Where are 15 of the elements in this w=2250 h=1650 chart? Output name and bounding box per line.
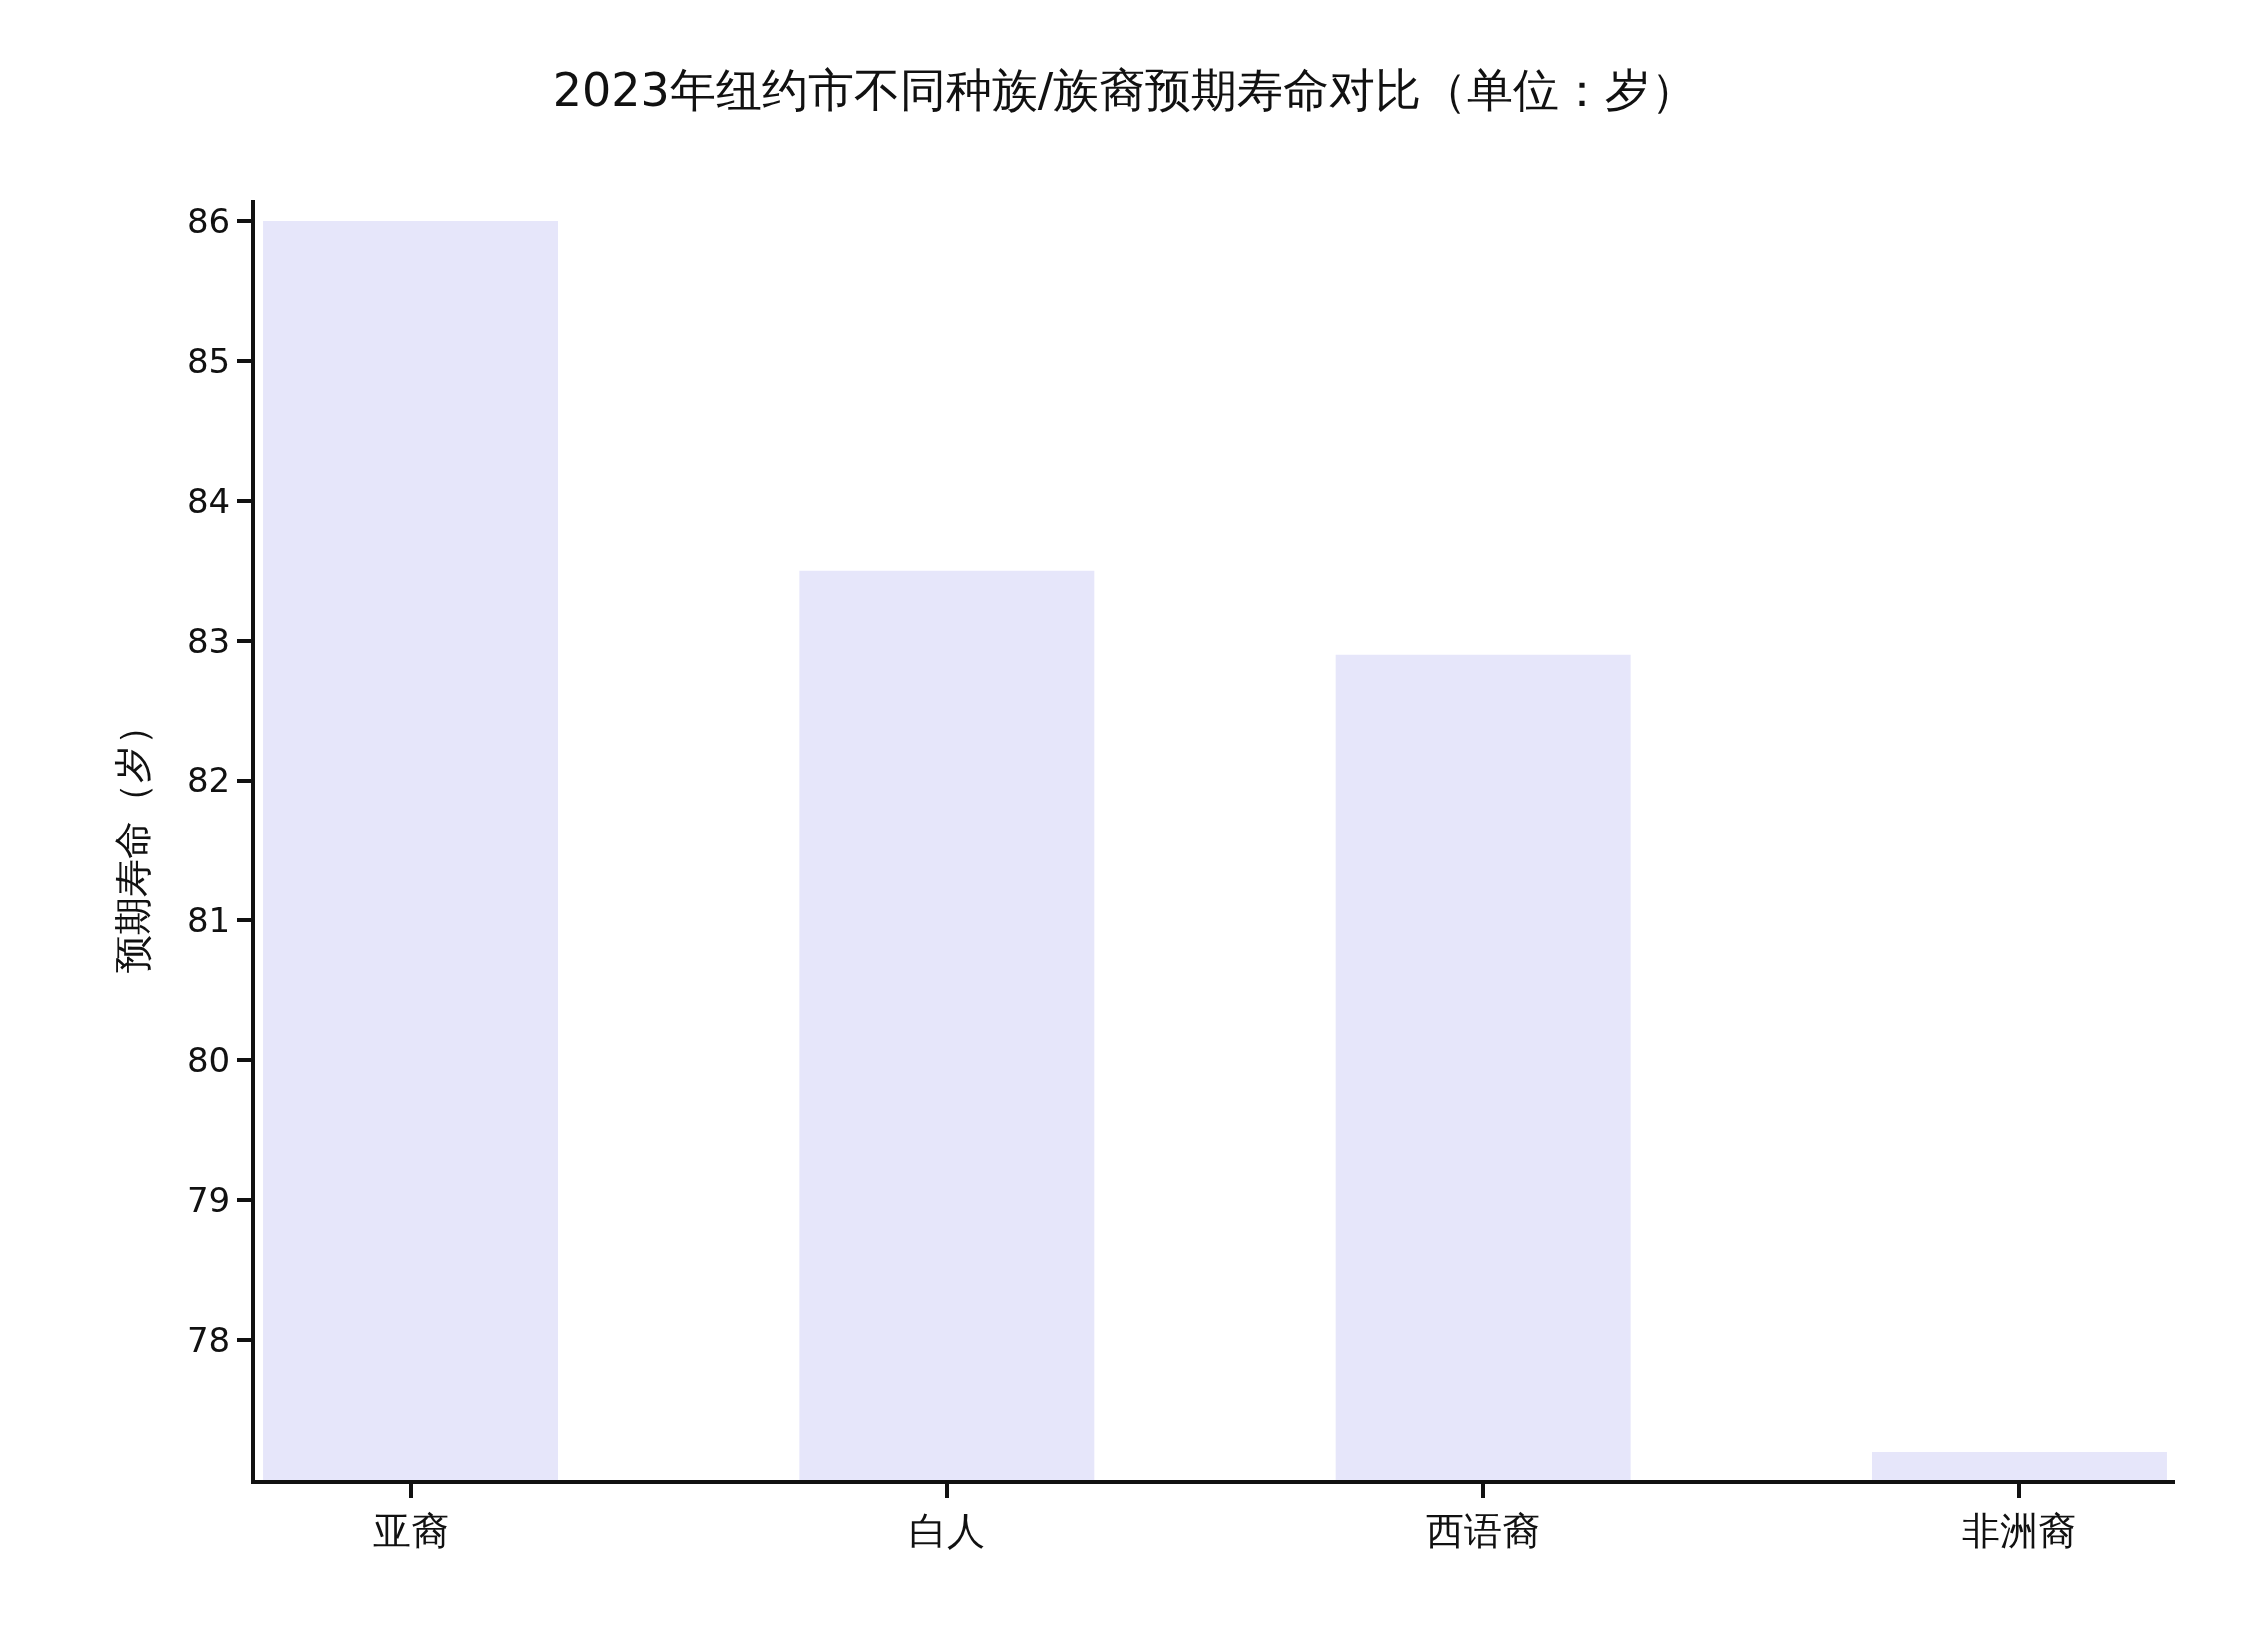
y-tick-label: 85: [186, 340, 231, 381]
x-tick-label: 亚裔: [372, 1508, 449, 1553]
y-tick-label: 86: [186, 200, 231, 241]
y-tick-label: 79: [186, 1180, 231, 1221]
y-tick-label: 80: [186, 1040, 231, 1081]
x-tick-label: 非洲裔: [1962, 1508, 2077, 1553]
y-tick-label: 82: [186, 760, 231, 801]
chart-title: 2023年纽约市不同种族/族裔预期寿命对比（单位：岁）: [552, 63, 1698, 118]
x-tick-label: 白人: [908, 1508, 985, 1553]
y-axis-title: 预期寿命（岁）: [110, 707, 155, 973]
y-tick-label: 81: [186, 900, 231, 941]
x-tick-label: 西语裔: [1426, 1508, 1541, 1553]
y-tick-label: 78: [186, 1320, 231, 1361]
y-tick-label: 83: [186, 620, 231, 661]
y-tick-label: 84: [186, 480, 231, 521]
